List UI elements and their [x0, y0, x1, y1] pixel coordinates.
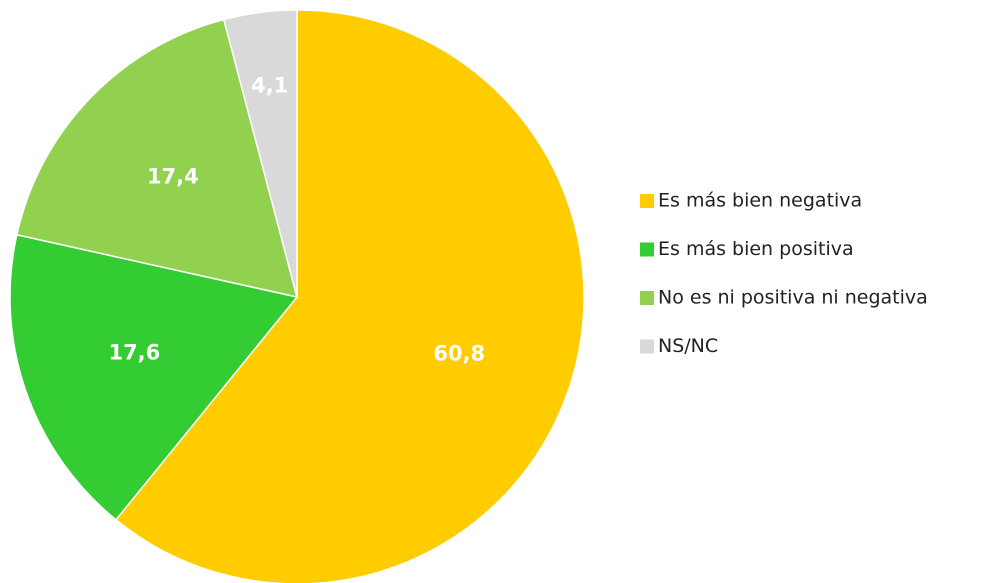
pie: 60,8 17,6 17,4 4,1	[9, 9, 585, 583]
legend-swatch	[640, 339, 654, 354]
legend-swatch	[640, 291, 654, 305]
data-label: 60,8	[433, 342, 485, 366]
pie-slice	[9, 233, 299, 521]
legend-label: Es más bien negativa	[658, 190, 862, 212]
data-label: 17,4	[147, 165, 199, 189]
legend-label: No es ni positiva ni negativa	[658, 287, 928, 309]
pie-slice	[114, 9, 585, 583]
data-label: 17,6	[108, 341, 160, 365]
pie-slice	[222, 9, 298, 298]
legend: Es más bien negativa Es más bien positiva…	[640, 190, 928, 357]
legend-swatch	[640, 242, 654, 257]
legend-swatch	[640, 194, 654, 208]
pie-slice	[15, 18, 299, 298]
legend-label: Es más bien positiva	[658, 238, 854, 260]
legend-label: NS/NC	[658, 335, 718, 357]
data-label: 4,1	[251, 73, 288, 97]
